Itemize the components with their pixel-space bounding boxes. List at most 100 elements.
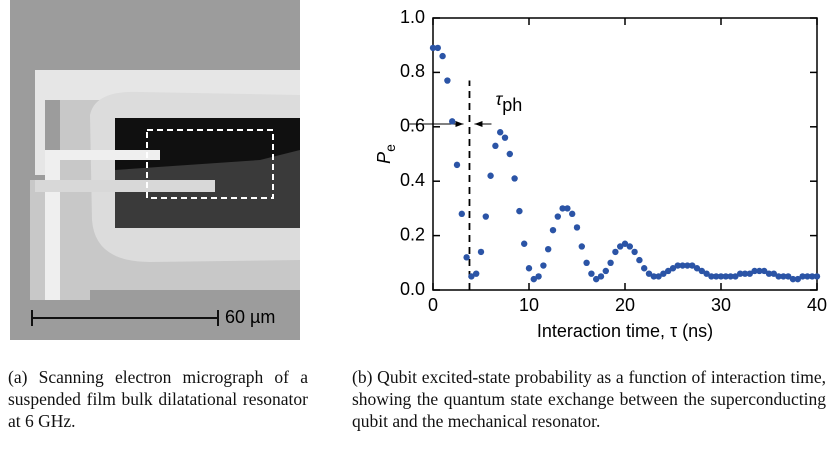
data-point [458, 210, 465, 218]
scale-label: 60 µm [225, 307, 275, 327]
data-point [631, 248, 638, 256]
data-point [655, 273, 662, 280]
data-point [732, 273, 739, 280]
data-point [468, 273, 475, 280]
data-point [540, 262, 547, 269]
x-tick-label: 30 [711, 295, 731, 315]
tau-ph-sub: ph [502, 95, 522, 115]
data-point [717, 273, 725, 280]
data-point [636, 256, 643, 264]
data-point [516, 207, 523, 215]
data-point [689, 262, 696, 269]
y-tick-label: 1.0 [400, 7, 425, 27]
data-point [497, 129, 504, 136]
data-point [463, 254, 470, 261]
data-point [549, 226, 557, 234]
data-point [799, 273, 806, 280]
y-tick-label: 0.4 [400, 170, 425, 190]
data-point [780, 273, 787, 280]
data-point [453, 161, 461, 169]
data-point [674, 262, 681, 269]
data-point [602, 267, 609, 275]
data-point [525, 265, 533, 272]
data-point [487, 172, 494, 179]
data-point [722, 273, 729, 280]
data-point [770, 270, 777, 277]
data-point [765, 270, 773, 277]
x-tick-label: 0 [428, 295, 438, 315]
data-point [439, 52, 446, 60]
data-point [617, 243, 624, 250]
y-axis-label-sub: e [382, 144, 398, 152]
data-point [554, 213, 561, 220]
data-point [482, 213, 489, 220]
data-point [669, 265, 677, 272]
data-point [751, 267, 758, 275]
data-point [645, 270, 653, 277]
data-point [775, 273, 782, 280]
data-point [578, 243, 585, 250]
y-tick-label: 0.6 [400, 116, 425, 136]
data-point [521, 240, 528, 247]
data-point [449, 118, 456, 125]
data-point [794, 275, 801, 283]
data-point [756, 267, 763, 275]
data-point [746, 270, 753, 277]
data-point [573, 224, 581, 231]
data-point [809, 273, 816, 280]
data-point [698, 267, 705, 275]
y-tick-label: 0.2 [400, 224, 425, 244]
data-point [761, 267, 768, 275]
x-tick-label: 20 [615, 295, 635, 315]
data-point [804, 273, 811, 280]
caption-b: (b) Qubit excited-state probability as a… [352, 367, 826, 431]
data-point [569, 210, 576, 218]
data-point [501, 134, 509, 141]
data-point [665, 267, 672, 275]
data-point [434, 44, 441, 52]
data-point [785, 273, 792, 280]
x-tick-label: 40 [807, 295, 827, 315]
data-point [703, 270, 710, 277]
data-point [597, 273, 605, 280]
data-point [621, 240, 629, 247]
data-point [727, 273, 734, 280]
data-point [708, 273, 715, 280]
data-point [679, 262, 686, 269]
caption-a: (a) Scanning electron micrograph of a su… [8, 367, 308, 431]
data-point [444, 77, 451, 84]
data-point [588, 270, 595, 277]
y-tick-label: 0.0 [400, 279, 425, 299]
tau-ph-main: τ [495, 89, 503, 109]
data-point [473, 270, 480, 277]
tau-ph-label: τph [495, 89, 522, 115]
micrograph: 60 µm [10, 0, 300, 340]
data-point [429, 44, 437, 52]
data-point [650, 273, 657, 280]
y-axis-label: Pe [374, 144, 398, 164]
data-point [530, 275, 537, 283]
data-point [477, 248, 485, 256]
data-point [737, 270, 744, 277]
data-point [535, 273, 542, 280]
data-point [741, 270, 749, 277]
data-point [813, 273, 821, 280]
data-point [545, 246, 552, 253]
data-point [559, 205, 566, 212]
data-point [713, 273, 720, 280]
data-point [684, 262, 691, 269]
data-point [626, 243, 633, 250]
data-point [789, 275, 797, 283]
data-point [660, 270, 667, 277]
figure: 60 µm [10, 0, 300, 340]
chart: 0.0 0.2 0.4 0.6 0.8 1.0 0 10 20 30 40 Interaction t… [374, 7, 827, 341]
x-axis-label: Interaction time, τ (ns) [537, 321, 713, 341]
y-tick-label: 0.8 [400, 61, 425, 81]
data-point [511, 175, 518, 182]
data-point [607, 259, 614, 266]
data-point [492, 142, 499, 150]
data-point [564, 205, 571, 212]
data-point [641, 265, 648, 272]
data-point [593, 275, 600, 283]
